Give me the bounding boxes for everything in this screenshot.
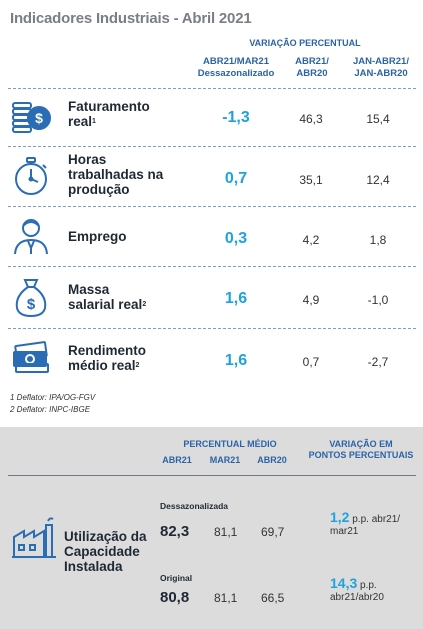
value-mar21: 81,1 bbox=[214, 525, 238, 539]
row-divider bbox=[8, 266, 416, 267]
indicator-row-emprego: Emprego 0,3 4,2 1,8 bbox=[0, 206, 423, 264]
row-divider bbox=[8, 146, 416, 147]
label-line: médio real bbox=[68, 358, 136, 373]
col-header-line: JAN-ABR20 bbox=[354, 68, 408, 79]
footnote: 2 Deflator: INPC-IBGE bbox=[10, 405, 91, 414]
col-header-abr21-mar21: ABR21/MAR21 Dessazonalizado bbox=[186, 56, 286, 80]
col-header-line: Dessazonalizado bbox=[197, 68, 275, 79]
footnotes: 1 Deflator: IPA/OG-FGV 2 Deflator: INPC-… bbox=[10, 392, 95, 416]
coins-icon: $ bbox=[10, 95, 52, 137]
indicator-label: Faturamento real1 bbox=[68, 99, 188, 129]
label-line: Utilização da bbox=[64, 529, 147, 544]
footnote-ref: 1 bbox=[92, 118, 96, 125]
value-abr21-mar21: 1,6 bbox=[224, 290, 248, 307]
header-line: VARIAÇÃO EM bbox=[329, 439, 393, 449]
indicator-label: Rendimento médio real2 bbox=[68, 343, 188, 373]
value-jan-abr: 15,4 bbox=[366, 112, 390, 126]
worker-icon bbox=[10, 214, 52, 256]
table-header: VARIAÇÃO PERCENTUAL ABR21/MAR21 Dessazon… bbox=[0, 36, 423, 86]
value-jan-abr: 1,8 bbox=[369, 233, 387, 247]
pp-text: abr21/abr20 bbox=[330, 592, 384, 603]
col-header-abr21-abr20: ABR21/ ABR20 bbox=[290, 56, 334, 80]
indicator-row-rendimento: Rendimento médio real2 1,6 0,7 -2,7 bbox=[0, 328, 423, 386]
variation-group-label: VARIAÇÃO PERCENTUAL bbox=[249, 38, 361, 48]
label-line: Faturamento bbox=[68, 99, 150, 114]
label-line: Rendimento bbox=[68, 343, 147, 358]
indicator-row-horas: Horas trabalhadas na produção 0,7 35,1 1… bbox=[0, 146, 423, 204]
value-abr21: 80,8 bbox=[160, 589, 190, 606]
indicator-label: Horas trabalhadas na produção bbox=[68, 152, 188, 197]
value-jan-abr: -2,7 bbox=[367, 355, 389, 369]
footnote-ref: 2 bbox=[135, 362, 140, 369]
pp-value: 1,2 bbox=[330, 509, 350, 525]
value-abr21-abr20: 0,7 bbox=[302, 355, 320, 369]
value-abr20: 69,7 bbox=[261, 525, 285, 539]
stopwatch-icon bbox=[10, 155, 52, 197]
col-header-line: ABR21/ bbox=[295, 56, 329, 67]
label-line: real bbox=[68, 114, 93, 129]
capacity-label: Utilização da Capacidade Instalada bbox=[64, 529, 147, 574]
svg-text:$: $ bbox=[35, 110, 43, 126]
value-abr21: 82,3 bbox=[160, 523, 190, 540]
col-header-mar21: MAR21 bbox=[209, 455, 241, 465]
value-abr21-abr20: 46,3 bbox=[299, 112, 323, 126]
pp-text: p.p. bbox=[357, 580, 377, 591]
row-label-dessazonalizada: Dessazonalizada bbox=[160, 501, 229, 511]
label-line: Massa bbox=[68, 282, 110, 297]
label-line: trabalhadas na bbox=[68, 167, 164, 182]
indicator-label: Emprego bbox=[68, 229, 188, 244]
money-bag-icon: $ bbox=[10, 276, 52, 318]
page-title: Indicadores Industriais - Abril 2021 bbox=[10, 10, 252, 27]
label-line: Instalada bbox=[64, 559, 123, 574]
value-abr21-abr20: 35,1 bbox=[299, 173, 323, 187]
pp-variation-header: VARIAÇÃO EM PONTOS PERCENTUAIS bbox=[300, 439, 422, 461]
value-abr21-mar21: 1,6 bbox=[224, 352, 248, 369]
row-divider bbox=[8, 206, 416, 207]
value-mar21: 81,1 bbox=[214, 591, 238, 605]
banknotes-icon bbox=[10, 336, 52, 378]
col-header-abr20: ABR20 bbox=[257, 455, 287, 465]
col-header-line: ABR21/MAR21 bbox=[203, 56, 269, 67]
value-abr21-abr20: 4,2 bbox=[302, 233, 320, 247]
pp-text: p.p. abr21/ bbox=[349, 514, 401, 525]
indicator-label: Massa salarial real2 bbox=[68, 282, 188, 312]
value-abr21-mar21: -1,3 bbox=[222, 109, 250, 126]
value-jan-abr: -1,0 bbox=[367, 293, 389, 307]
row-label-original: Original bbox=[160, 573, 193, 583]
label-line: Horas bbox=[68, 152, 107, 167]
col-header-abr21: ABR21 bbox=[162, 455, 192, 465]
capacity-panel: PERCENTUAL MÉDIO ABR21 MAR21 ABR20 VARIA… bbox=[0, 427, 423, 629]
row-divider bbox=[8, 328, 416, 329]
pp-value: 14,3 bbox=[330, 575, 358, 591]
value-jan-abr: 12,4 bbox=[366, 173, 390, 187]
col-header-jan-abr: JAN-ABR21/ JAN-ABR20 bbox=[345, 56, 417, 80]
avg-percent-header: PERCENTUAL MÉDIO bbox=[183, 439, 277, 449]
footnote: 1 Deflator: IPA/OG-FGV bbox=[10, 393, 96, 402]
indicator-row-faturamento: $ Faturamento real1 -1,3 46,3 15,4 bbox=[0, 88, 423, 144]
pp-variation: 1,2 p.p. abr21/ mar21 bbox=[330, 509, 420, 538]
svg-text:$: $ bbox=[27, 296, 36, 313]
pp-variation: 14,3 p.p. abr21/abr20 bbox=[330, 575, 420, 604]
header-line: PONTOS PERCENTUAIS bbox=[308, 450, 414, 460]
row-divider bbox=[8, 88, 416, 89]
label-line: produção bbox=[68, 182, 130, 197]
label-line: Emprego bbox=[68, 229, 127, 244]
footnote-ref: 2 bbox=[142, 301, 147, 308]
col-header-line: JAN-ABR21/ bbox=[353, 56, 409, 67]
value-abr21-mar21: 0,3 bbox=[224, 230, 248, 247]
value-abr21-mar21: 0,7 bbox=[224, 170, 248, 187]
pp-text: mar21 bbox=[330, 526, 359, 537]
col-header-line: ABR20 bbox=[296, 68, 328, 79]
indicator-row-massa-salarial: $ Massa salarial real2 1,6 4,9 -1,0 bbox=[0, 266, 423, 326]
value-abr20: 66,5 bbox=[261, 591, 285, 605]
value-abr21-abr20: 4,9 bbox=[302, 293, 320, 307]
factory-icon bbox=[10, 515, 58, 563]
label-line: salarial real bbox=[68, 297, 143, 312]
label-line: Capacidade bbox=[64, 544, 140, 559]
header-divider bbox=[8, 475, 416, 476]
